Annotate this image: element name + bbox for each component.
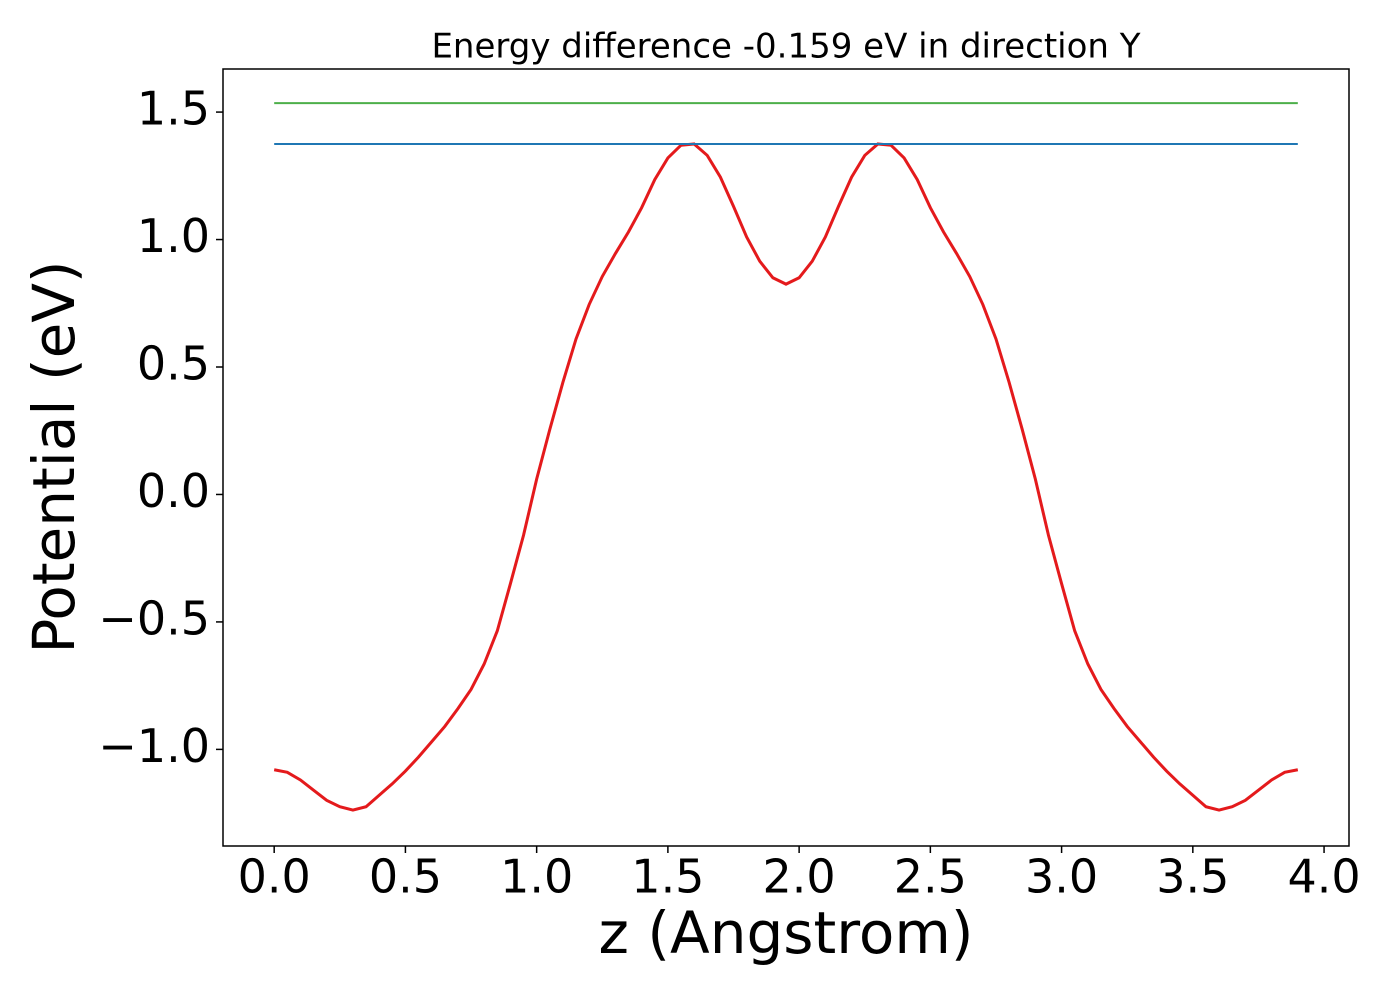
y-tick-label: 1.0 [137,209,210,263]
x-tick-label: 2.5 [894,850,967,904]
y-tick-label: 0.0 [137,464,210,518]
x-axis-label: z (Angstrom) [599,899,974,967]
plot-frame [222,68,1350,847]
chart-title: Energy difference -0.159 eV in direction… [431,27,1140,67]
y-tick-label: −1.0 [98,719,210,773]
x-tick-label: 0.5 [369,850,442,904]
x-tick-label: 1.5 [631,850,704,904]
x-tick-label: 2.0 [763,850,836,904]
y-tick-label: 0.5 [137,337,210,391]
y-tick-label: −0.5 [98,591,210,645]
y-tick-label: 1.5 [137,82,210,136]
x-tick-label: 1.0 [500,850,573,904]
x-tick-label: 0.0 [238,850,311,904]
x-tick-label: 3.0 [1025,850,1098,904]
x-tick-label: 3.5 [1156,850,1229,904]
x-tick-label: 4.0 [1287,850,1360,904]
data-line [273,142,1299,812]
y-axis-label: Potential (eV) [20,260,88,653]
